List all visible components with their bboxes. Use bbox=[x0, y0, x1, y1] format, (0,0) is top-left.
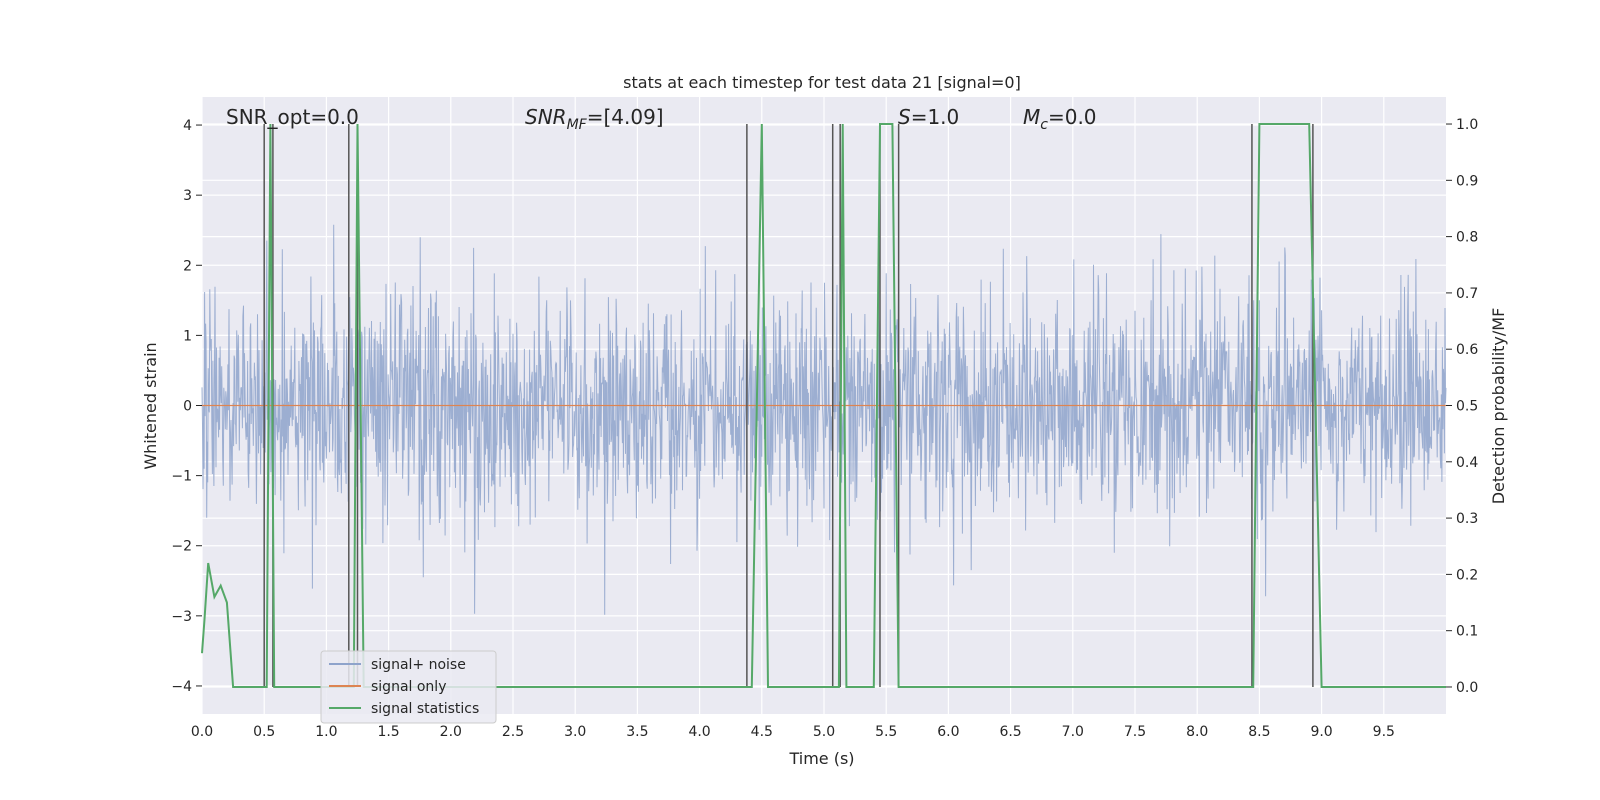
x-tick-label: 6.0 bbox=[937, 724, 959, 740]
x-tick-label: 2.0 bbox=[440, 724, 462, 740]
y-right-tick-label: 0.2 bbox=[1456, 567, 1478, 583]
x-tick-label: 3.0 bbox=[564, 724, 586, 740]
y-right-axis-label: Detection probability/MF bbox=[1489, 308, 1508, 505]
x-tick-label: 4.0 bbox=[688, 724, 710, 740]
x-tick-label: 7.0 bbox=[1062, 724, 1084, 740]
chart-title: stats at each timestep for test data 21 … bbox=[623, 73, 1021, 92]
annotation-snr-opt: SNR_opt=0.0 bbox=[226, 105, 359, 129]
y-right-tick-label: 0.8 bbox=[1456, 230, 1478, 246]
y-right-tick-label: 0.1 bbox=[1456, 624, 1478, 640]
annotation-snr-mf-value: =[4.09] bbox=[587, 105, 664, 129]
legend-label-signal-statistics: signal statistics bbox=[371, 701, 479, 717]
series-signal-statistics bbox=[201, 123, 1446, 688]
x-tick-label: 9.5 bbox=[1373, 724, 1395, 740]
legend-label-signal-only: signal only bbox=[371, 679, 446, 695]
x-tick-label: 5.5 bbox=[875, 724, 897, 740]
x-tick-label: 9.0 bbox=[1310, 724, 1332, 740]
y-tick-label: −4 bbox=[171, 679, 192, 695]
annotation-mc-value: =0.0 bbox=[1048, 105, 1097, 129]
x-tick-label: 3.5 bbox=[626, 724, 648, 740]
annotation-s: S=1.0 bbox=[898, 105, 959, 129]
y-tick-label: −2 bbox=[171, 539, 192, 555]
y-axis-ticks: −4 −3 −2 −1 0 1 2 3 4 bbox=[171, 118, 202, 695]
y-tick-label: −1 bbox=[171, 469, 192, 485]
annotation-snr-mf: SNRMF=[4.09] bbox=[525, 105, 664, 133]
y-tick-label: 0 bbox=[183, 399, 192, 415]
y-tick-label: 4 bbox=[183, 118, 192, 134]
legend: signal+ noise signal only signal statist… bbox=[320, 650, 497, 724]
annotation-mc-subscript: c bbox=[1040, 117, 1048, 133]
x-axis-ticks: 0.0 0.5 1.0 1.5 2.0 2.5 3.0 3.5 4.0 4.5 5.0 5.5 6.0 6… bbox=[191, 724, 1395, 740]
y-right-tick-label: 0.9 bbox=[1456, 173, 1478, 189]
x-tick-label: 8.0 bbox=[1186, 724, 1208, 740]
annotation-mc: Mc=0.0 bbox=[1023, 105, 1097, 133]
y-right-tick-label: 0.3 bbox=[1456, 511, 1478, 527]
x-tick-label: 5.0 bbox=[813, 724, 835, 740]
x-tick-label: 1.0 bbox=[315, 724, 337, 740]
y-right-tick-label: 0.4 bbox=[1456, 455, 1478, 471]
y-right-tick-label: 0.5 bbox=[1456, 399, 1478, 415]
y-right-tick-label: 1.0 bbox=[1456, 117, 1478, 133]
x-tick-label: 2.5 bbox=[502, 724, 524, 740]
annotation-snr-mf-subscript: MF bbox=[567, 117, 588, 133]
annotation-snr-mf-symbol: SNR bbox=[525, 105, 567, 129]
annotation-s-symbol: S bbox=[898, 105, 911, 129]
x-tick-label: 0.0 bbox=[191, 724, 213, 740]
x-axis-label: Time (s) bbox=[788, 749, 854, 768]
x-tick-label: 8.5 bbox=[1248, 724, 1270, 740]
x-tick-label: 0.5 bbox=[253, 724, 275, 740]
y-tick-label: 3 bbox=[183, 188, 192, 204]
y-tick-label: 2 bbox=[183, 258, 192, 274]
y-right-tick-label: 0.0 bbox=[1456, 680, 1478, 696]
y-right-tick-label: 0.6 bbox=[1456, 342, 1478, 358]
annotation-mc-symbol: M bbox=[1023, 105, 1040, 129]
x-tick-label: 1.5 bbox=[377, 724, 399, 740]
x-tick-label: 7.5 bbox=[1124, 724, 1146, 740]
x-tick-label: 4.5 bbox=[751, 724, 773, 740]
legend-box bbox=[320, 650, 497, 724]
x-tick-label: 6.5 bbox=[999, 724, 1021, 740]
y-axis-label: Whitened strain bbox=[141, 342, 160, 469]
series-signal-noise bbox=[201, 224, 1447, 615]
annotation-s-value: =1.0 bbox=[911, 105, 960, 129]
y-tick-label: 1 bbox=[183, 328, 192, 344]
y-right-axis-ticks: 0.0 0.1 0.2 0.3 0.4 0.5 0.6 0.7 0.8 0.9 1.0 bbox=[1446, 117, 1478, 696]
y-tick-label: −3 bbox=[171, 609, 192, 625]
noise-trace bbox=[201, 224, 1447, 615]
legend-label-signal-noise: signal+ noise bbox=[371, 657, 466, 673]
y-right-tick-label: 0.7 bbox=[1456, 286, 1478, 302]
